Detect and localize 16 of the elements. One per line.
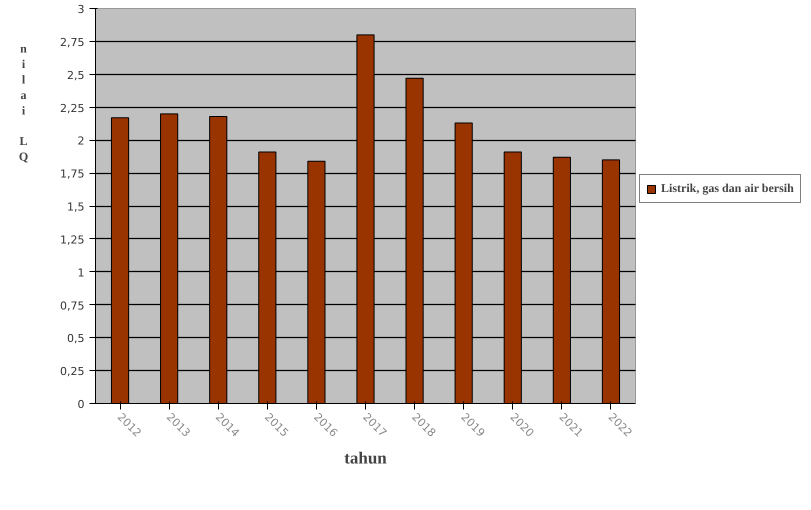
y-tick-label: 0,75 xyxy=(60,299,85,312)
y-tick-label: 1 xyxy=(78,266,84,280)
y-tick-label: 1,5 xyxy=(67,200,85,214)
y-tick-label: 1,25 xyxy=(60,233,85,246)
text: nilai LQ xyxy=(18,42,28,164)
y-tick-label: 0 xyxy=(78,398,84,411)
y-tick-label: 2,25 xyxy=(60,102,85,115)
legend-label: Listrik, gas dan air bersih xyxy=(661,181,794,196)
y-tick-label: 2 xyxy=(78,134,84,148)
y-tick-label: 2,5 xyxy=(67,68,85,82)
y-tick-label: 2,75 xyxy=(60,36,85,49)
y-tick-label: 3 xyxy=(78,3,84,16)
y-tick-label: 0,25 xyxy=(60,365,85,378)
y-tick-label: 0,5 xyxy=(67,332,85,346)
y-tick-label: 1,75 xyxy=(60,168,85,181)
x-axis-title: tahun xyxy=(344,448,388,468)
